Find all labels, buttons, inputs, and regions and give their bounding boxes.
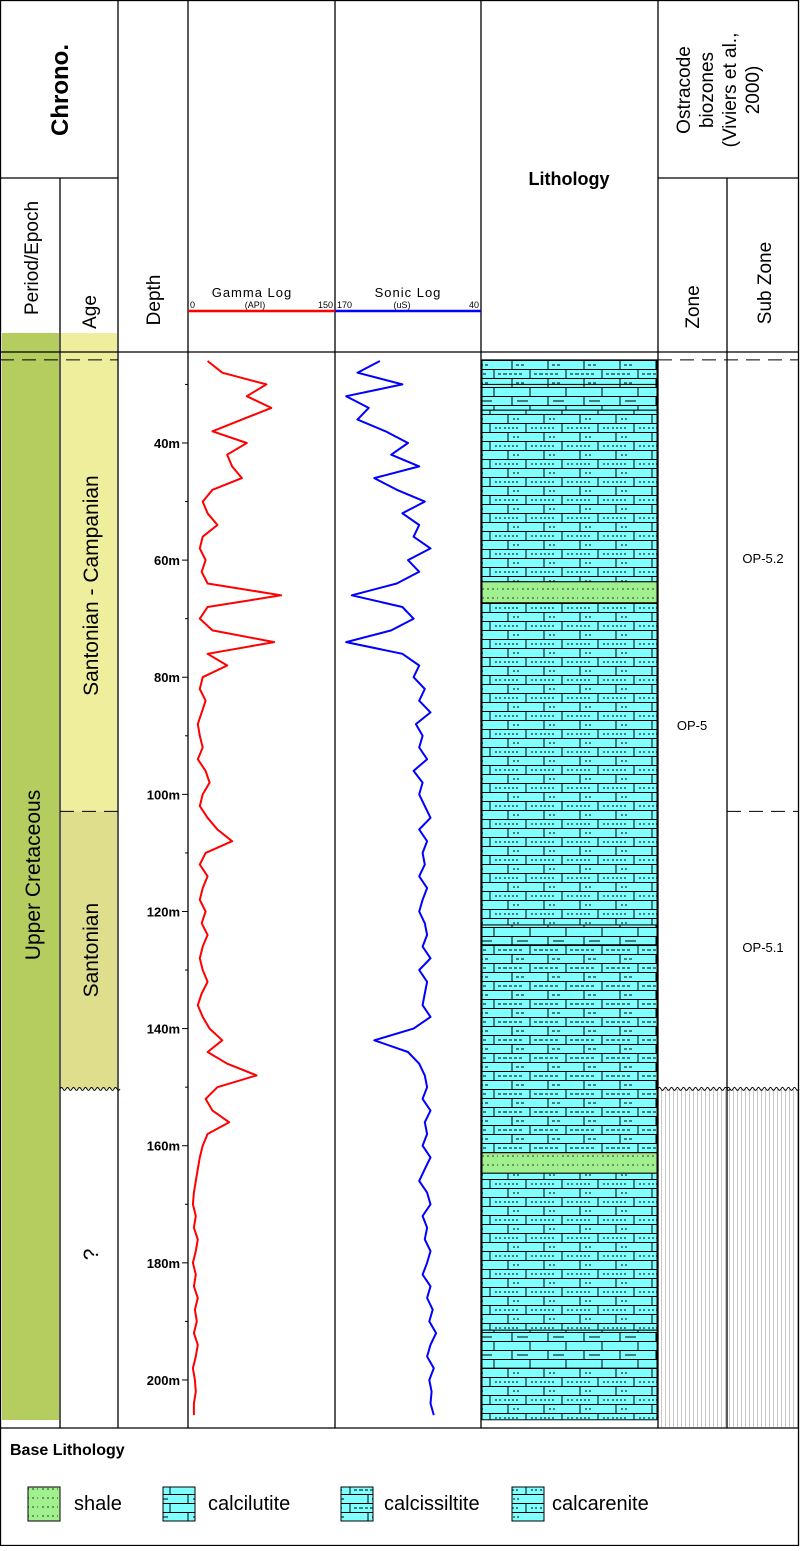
unconformity-hatch xyxy=(659,1088,798,1427)
gamma-unit: (API) xyxy=(245,300,266,310)
lithology-header: Lithology xyxy=(529,169,610,189)
legend-label: calcilutite xyxy=(208,1493,290,1515)
lithology-layer-shale xyxy=(481,1152,658,1174)
period-fill xyxy=(2,333,59,1420)
legend-label: calcissiltite xyxy=(384,1493,480,1515)
ostracode-line: 2000) xyxy=(743,66,764,115)
subzone-hatch xyxy=(728,1088,798,1427)
zone-header: Zone xyxy=(683,285,704,328)
age-header: Age xyxy=(80,295,101,329)
unconformity-line xyxy=(657,1086,731,1091)
zone-label: OP-5 xyxy=(677,718,707,733)
legend-swatch-shale xyxy=(27,1486,61,1522)
depth-tick-label: 140m xyxy=(147,1022,180,1037)
gamma-title: Gamma Log xyxy=(212,285,293,300)
lithology-column xyxy=(481,359,658,1421)
depth-tick-label: 120m xyxy=(147,904,180,919)
sub-zone-header: Sub Zone xyxy=(755,242,776,324)
sub-zone-label: OP-5.2 xyxy=(742,551,783,566)
legend-title: Base Lithology xyxy=(10,1442,125,1459)
ostracode-line: (Viviers et al., xyxy=(720,33,741,148)
gamma-log-curve xyxy=(191,360,283,1416)
sonic-log-curve xyxy=(345,360,438,1416)
sub-zone-label: OP-5.1 xyxy=(742,940,783,955)
age-fill xyxy=(61,811,117,1089)
unconformity-line xyxy=(726,1086,800,1091)
sonic-max: 40 xyxy=(469,300,479,310)
legend: shale calcilutite calcissiltite calcarenite xyxy=(27,1486,649,1522)
lithology-layer-calcissiltite xyxy=(481,944,658,1154)
lithology-layer-calcilutite xyxy=(481,383,658,411)
gamma-min: 0 xyxy=(190,300,195,310)
period-epoch-header: Period/Epoch xyxy=(22,201,43,315)
boundaries xyxy=(0,359,800,1091)
ostracode-header: Ostracode biozones (Viviers et al., 2000… xyxy=(674,33,764,148)
gamma-max: 150 xyxy=(318,300,333,310)
legend-swatch-calcissiltite xyxy=(340,1486,374,1522)
depth-tick-label: 80m xyxy=(154,670,180,685)
depth-tick-label: 60m xyxy=(154,553,180,568)
lithology-layer-calcilutite xyxy=(481,924,658,946)
lithology-layer-calcilutite xyxy=(481,1329,658,1369)
legend-label: calcarenite xyxy=(552,1493,649,1515)
lithology-layer-calcarenite xyxy=(481,1367,658,1421)
legend-swatch-calcarenite xyxy=(511,1486,545,1522)
age-label: Santonian xyxy=(80,903,103,998)
depth-tick-label: 160m xyxy=(147,1139,180,1154)
chrono-header: Chrono. xyxy=(47,44,74,136)
depth-axis: 40m 60m 80m 100m 120m 140m 160m 180m 200m xyxy=(147,383,188,1388)
lithology-layer-calcissiltite xyxy=(481,359,658,385)
depth-header: Depth xyxy=(144,275,165,326)
depth-tick-label: 40m xyxy=(154,436,180,451)
age-fill xyxy=(61,333,117,812)
unconformity-line xyxy=(59,1086,121,1091)
ostracode-line: Ostracode xyxy=(674,46,695,134)
lithology-layer-calcarenite xyxy=(481,409,658,583)
lithology-layer-shale xyxy=(481,581,658,604)
age-fill xyxy=(61,1088,117,1420)
legend-label: shale xyxy=(74,1493,122,1515)
sonic-min: 170 xyxy=(337,300,352,310)
lithology-layer-calcarenite xyxy=(481,602,658,926)
period-label: Upper Cretaceous xyxy=(22,790,45,960)
ostracode-line: biozones xyxy=(697,52,718,128)
sonic-title: Sonic Log xyxy=(375,285,442,300)
zone-hatch xyxy=(659,1088,726,1427)
depth-tick-label: 180m xyxy=(147,1256,180,1271)
lithology-layer-calcarenite xyxy=(481,1172,658,1331)
legend-swatch-calcilutite xyxy=(162,1486,196,1522)
age-fills xyxy=(61,333,117,1420)
depth-tick-label: 100m xyxy=(147,787,180,802)
age-label: Santonian - Campanian xyxy=(80,475,103,696)
sonic-unit: (uS) xyxy=(393,300,410,310)
depth-tick-label: 200m xyxy=(147,1373,180,1388)
age-label: ? xyxy=(80,1249,103,1261)
